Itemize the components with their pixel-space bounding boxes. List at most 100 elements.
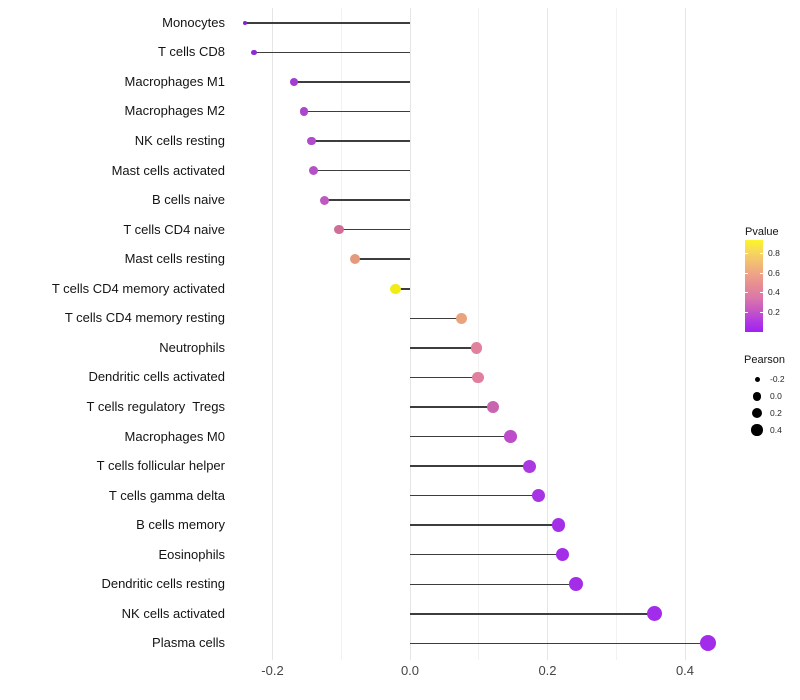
lollipop-dot	[555, 547, 570, 562]
pearson-legend-label: 0.2	[770, 408, 782, 419]
pearson-legend-dot	[754, 376, 760, 382]
lollipop-stem	[324, 199, 410, 201]
gridline-minor	[478, 8, 480, 660]
lollipop-dot	[504, 430, 517, 443]
y-axis-label: T cells CD4 naive	[123, 221, 225, 237]
colorbar-tick	[760, 253, 763, 254]
lollipop-dot	[470, 342, 483, 354]
y-axis-label: Monocytes	[162, 14, 225, 30]
y-axis-label: T cells gamma delta	[108, 487, 225, 503]
lollipop-stem	[410, 435, 511, 438]
colorbar-tick	[760, 311, 763, 313]
lollipop-stem	[410, 524, 559, 526]
lollipop-dot	[700, 635, 717, 652]
y-axis-label: Plasma cells	[152, 635, 225, 651]
lollipop-stem	[245, 22, 410, 24]
lollipop-stem	[313, 169, 410, 172]
lollipop-stem	[395, 288, 410, 290]
lollipop-stem	[410, 347, 477, 349]
lollipop-dot	[472, 371, 484, 384]
pearson-legend-label: -0.2	[770, 374, 785, 384]
lollipop-stem	[304, 110, 410, 113]
colorbar-tick	[760, 272, 763, 274]
y-axis-label: NK cells resting	[134, 133, 225, 148]
lollipop-stem	[410, 406, 493, 408]
y-axis-label: Macrophages M0	[124, 428, 225, 444]
colorbar-tick-label: 0.8	[768, 248, 780, 258]
colorbar-tick	[745, 253, 748, 254]
lollipop-dot	[299, 107, 309, 116]
lollipop-stem	[410, 465, 530, 467]
x-axis-tick-label: 0.0	[400, 663, 420, 678]
lollipop-dot	[568, 577, 583, 592]
colorbar-tick-label: 0.6	[768, 267, 780, 278]
lollipop-dot	[289, 77, 298, 86]
gridline-major	[272, 8, 273, 660]
lollipop-stem	[311, 140, 410, 142]
x-axis-tick-label: 0.4	[675, 663, 695, 678]
lollipop-stem	[293, 81, 410, 83]
colorbar-tick	[745, 272, 748, 274]
lollipop-dot	[647, 606, 663, 622]
y-axis-label: T cells CD4 memory resting	[64, 310, 225, 326]
colorbar-tick	[760, 292, 763, 293]
gridline-major	[547, 8, 548, 660]
gridline-major	[409, 8, 411, 660]
lollipop-stem	[253, 51, 410, 54]
y-axis-label: B cells memory	[136, 517, 225, 533]
pearson-legend-label: 0.0	[770, 391, 782, 402]
lollipop-dot	[486, 400, 499, 413]
y-axis-label: Mast cells resting	[124, 251, 225, 267]
gridline-minor	[615, 8, 617, 660]
lollipop-stem	[355, 258, 410, 260]
lollipop-dot	[307, 136, 316, 146]
y-axis-label: Neutrophils	[159, 339, 225, 355]
colorbar-tick-label: 0.4	[768, 287, 780, 297]
pearson-legend-dot	[752, 392, 762, 401]
pearson-legend-label: 0.4	[770, 425, 782, 435]
colorbar-tick	[745, 311, 748, 313]
lollipop-dot	[320, 195, 330, 205]
y-axis-label: T cells follicular helper	[96, 458, 225, 474]
lollipop-dot	[390, 283, 401, 294]
lollipop-dot	[523, 459, 537, 473]
lollipop-dot	[532, 489, 546, 503]
lollipop-dot	[350, 254, 360, 265]
y-axis-label: Eosinophils	[158, 546, 226, 562]
y-axis-label: NK cells activated	[121, 605, 225, 621]
colorbar-tick-label: 0.2	[768, 306, 780, 317]
y-axis-label: Dendritic cells resting	[101, 576, 225, 592]
gridline-minor	[340, 8, 342, 660]
pvalue-legend-title: Pvalue	[745, 226, 779, 238]
lollipop-stem	[410, 317, 462, 320]
lollipop-stem	[410, 583, 576, 585]
lollipop-dot	[242, 20, 248, 26]
colorbar-tick	[745, 292, 748, 293]
lollipop-stem	[339, 228, 410, 231]
pvalue-colorbar	[745, 240, 763, 332]
y-axis-label: Macrophages M1	[124, 73, 225, 89]
y-axis-label: Dendritic cells activated	[88, 369, 225, 385]
y-axis-label: Mast cells activated	[111, 162, 225, 178]
lollipop-dot	[334, 224, 344, 235]
pearson-legend-dot	[751, 424, 763, 436]
gridline-major	[684, 8, 686, 660]
pearson-legend-title: Pearson	[744, 354, 785, 366]
pearson-legend-dot	[752, 408, 762, 419]
y-axis-label: T cells CD8	[158, 44, 225, 60]
lollipop-dot	[456, 312, 468, 324]
lollipop-dot	[308, 166, 318, 176]
x-axis-tick-label: 0.2	[538, 663, 557, 678]
lollipop-stem	[410, 642, 709, 645]
lollipop-dot	[551, 518, 566, 532]
x-axis-tick-label: -0.2	[261, 663, 284, 678]
y-axis-label: Macrophages M2	[124, 103, 225, 119]
lollipop-stem	[410, 376, 479, 379]
lollipop-stem	[410, 613, 655, 615]
lollipop-dot	[251, 49, 257, 56]
lollipop-stem	[410, 553, 563, 556]
y-axis-label: T cells regulatory Tregs	[86, 398, 225, 414]
lollipop-stem	[410, 494, 539, 497]
y-axis-label: T cells CD4 memory activated	[51, 280, 225, 296]
